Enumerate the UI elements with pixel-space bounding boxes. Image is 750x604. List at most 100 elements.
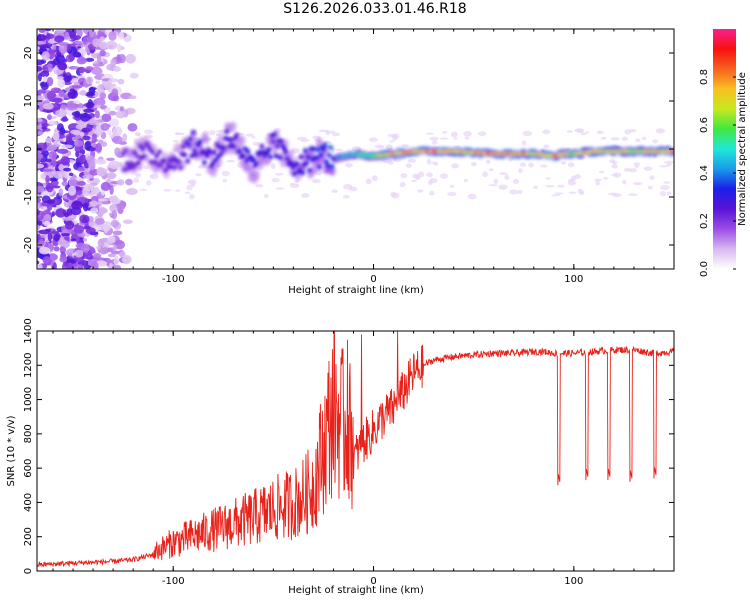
signal-core — [305, 154, 311, 160]
colorbar-ticks: 0.0 0.2 0.4 0.6 0.8 — [699, 69, 736, 277]
noise-blob — [143, 129, 153, 135]
noise-blob — [385, 144, 393, 151]
noise-blob — [114, 147, 121, 157]
noise-blob — [38, 229, 51, 235]
noise-blob — [102, 221, 112, 232]
noise-blob — [545, 177, 552, 180]
noise-blob — [85, 227, 96, 235]
noise-blob — [368, 137, 378, 142]
noise-blob — [324, 129, 330, 133]
noise-blob — [122, 219, 133, 225]
signal-core — [324, 159, 329, 165]
y-tick-label: 1400 — [23, 318, 34, 343]
noise-blob — [90, 207, 99, 214]
noise-blob — [82, 35, 89, 46]
signal-core — [126, 165, 132, 171]
noise-blob — [117, 205, 125, 210]
noise-blob — [633, 162, 641, 167]
noise-blob — [447, 192, 457, 197]
signal-core — [197, 138, 203, 145]
noise-blob — [65, 220, 75, 230]
noise-blob — [246, 133, 255, 137]
noise-blob — [453, 137, 458, 140]
noise-blob — [135, 173, 142, 178]
signal-core — [328, 144, 334, 151]
signal-core — [670, 149, 674, 153]
signal-core — [241, 153, 247, 159]
noise-blob — [112, 230, 123, 236]
noise-blob — [532, 185, 539, 189]
signal-core — [157, 149, 162, 155]
noise-blob — [76, 57, 87, 65]
snr-plot-area — [37, 331, 674, 571]
noise-blob — [543, 144, 550, 149]
noise-blob — [95, 73, 105, 77]
noise-blob — [37, 46, 40, 51]
signal-core — [234, 132, 240, 138]
noise-blob — [441, 130, 448, 134]
signal-core — [304, 160, 310, 166]
noise-blob — [108, 262, 114, 269]
colorbar-tick-label: 0.0 — [699, 261, 710, 277]
noise-blob — [139, 188, 148, 191]
noise-blob — [44, 29, 52, 32]
x-tick-label: 100 — [564, 576, 583, 587]
noise-blob — [602, 177, 609, 180]
signal-core — [190, 129, 196, 135]
signal-core — [237, 148, 242, 154]
noise-blob — [58, 90, 65, 97]
noise-blob — [163, 188, 172, 192]
noise-blob — [82, 135, 91, 141]
noise-blob — [58, 41, 69, 46]
signal-core — [136, 159, 141, 166]
noise-blob — [97, 198, 107, 202]
noise-blob — [125, 53, 136, 64]
noise-blob — [595, 179, 601, 186]
noise-blob — [108, 78, 119, 83]
noise-blob — [345, 162, 353, 168]
signal-core — [189, 153, 195, 159]
noise-blob — [128, 95, 137, 100]
noise-blob — [594, 178, 603, 181]
noise-blob — [51, 185, 61, 189]
y-tick-label: 1000 — [23, 387, 34, 412]
noise-blob — [104, 107, 112, 113]
noise-blob — [663, 181, 671, 184]
x-tick-label: -100 — [162, 274, 185, 285]
noise-blob — [122, 133, 128, 143]
noise-blob — [112, 135, 123, 145]
signal-core — [164, 166, 170, 173]
noise-blob — [365, 178, 372, 185]
noise-blob — [75, 190, 83, 195]
noise-blob — [275, 187, 285, 190]
noise-blob — [624, 129, 632, 135]
noise-blob — [55, 54, 66, 64]
colorbar-tick-label: 0.4 — [699, 165, 710, 181]
noise-blob — [46, 76, 54, 87]
noise-blob — [64, 212, 69, 218]
noise-blob — [108, 31, 117, 41]
noise-blob — [417, 189, 424, 193]
noise-blob — [73, 225, 85, 234]
noise-blob — [47, 232, 53, 242]
noise-blob — [89, 200, 99, 207]
noise-blob — [611, 161, 618, 165]
noise-blob — [647, 185, 654, 190]
noise-blob — [143, 165, 150, 170]
noise-blob — [91, 186, 100, 195]
noise-blob — [99, 29, 106, 32]
noise-blob — [82, 202, 89, 212]
noise-blob — [60, 156, 70, 166]
noise-blob — [38, 246, 51, 255]
signal-core — [228, 137, 234, 143]
noise-blob — [429, 178, 438, 184]
x-tick-label: -100 — [162, 576, 185, 587]
noise-blob — [79, 89, 87, 96]
noise-blob — [400, 173, 408, 179]
signal-halo — [238, 135, 246, 146]
noise-blob — [493, 178, 498, 185]
signal-core — [245, 148, 251, 155]
noise-blob — [71, 111, 80, 117]
noise-blob — [399, 182, 406, 188]
